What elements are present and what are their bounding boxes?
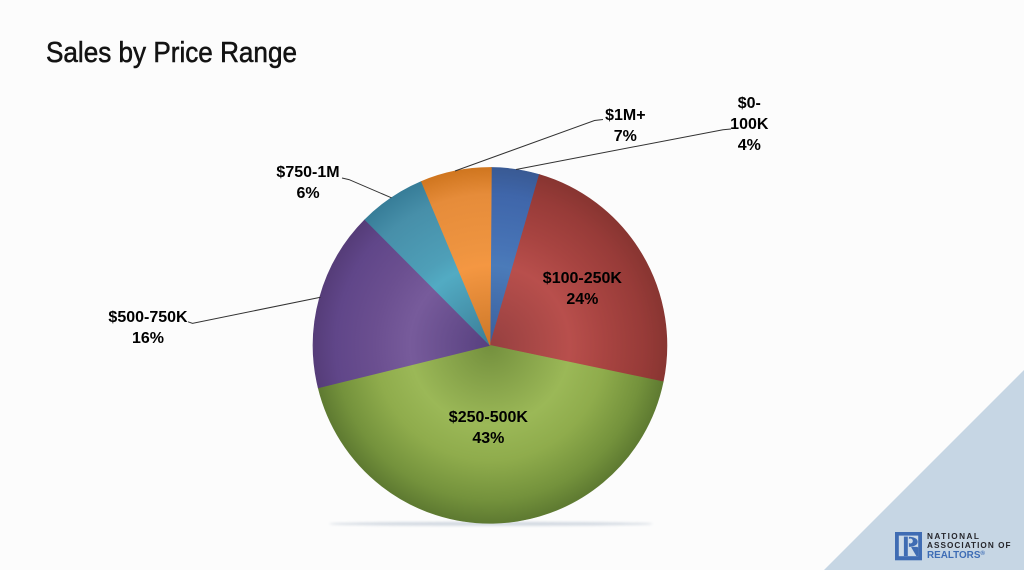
svg-text:ASSOCIATION OF: ASSOCIATION OF: [927, 541, 1012, 550]
svg-text:NATIONAL: NATIONAL: [927, 532, 980, 541]
svg-text:REALTORS®: REALTORS®: [927, 550, 985, 561]
